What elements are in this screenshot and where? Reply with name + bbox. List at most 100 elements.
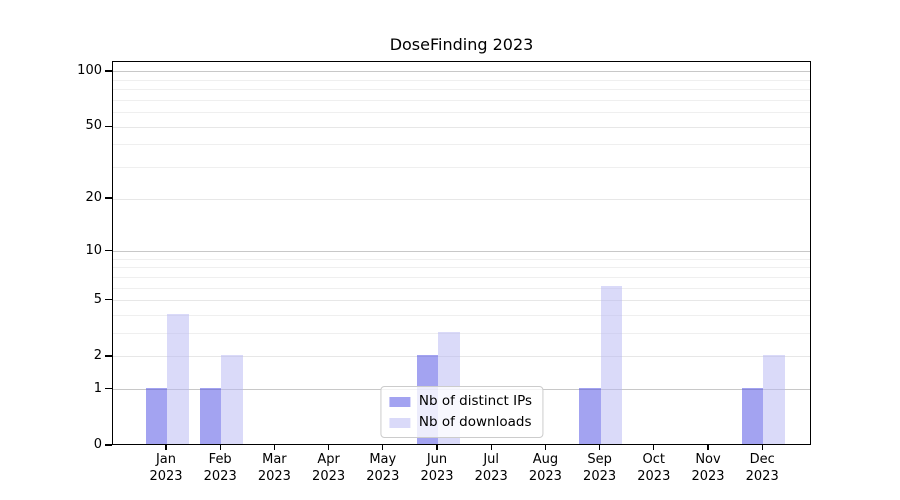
- y-tick-label-1: 1: [93, 380, 102, 396]
- x-tick-label-oct: Oct 2023: [624, 451, 684, 485]
- year-label: 2023: [203, 469, 237, 484]
- year-label: 2023: [257, 469, 291, 484]
- gridline-5: [113, 300, 810, 302]
- bar-ips-dec: [741, 387, 764, 444]
- y-tick-label-2: 2: [93, 347, 102, 363]
- gridline-20: [113, 198, 810, 200]
- x-tick-label-jul: Jul 2023: [461, 451, 521, 485]
- y-tick-mark-2: [105, 355, 112, 357]
- y-tick-mark-0: [105, 444, 112, 446]
- minor-gridline-7: [113, 276, 810, 278]
- x-tick-mark-feb: [219, 445, 221, 450]
- minor-gridline-4: [113, 315, 810, 316]
- year-label: 2023: [474, 469, 508, 484]
- y-tick-label-100: 100: [77, 62, 102, 78]
- x-tick-mark-jan: [165, 445, 167, 450]
- y-tick-label-20: 20: [85, 190, 102, 206]
- x-tick-label-feb: Feb 2023: [190, 451, 250, 485]
- legend-swatch-downloads: [388, 417, 410, 428]
- y-tick-label-5: 5: [93, 291, 102, 307]
- x-tick-mark-jun: [436, 445, 438, 450]
- minor-gridline-9: [113, 258, 810, 260]
- month-label: Nov: [695, 452, 721, 467]
- bar-downloads-sep: [600, 286, 623, 444]
- chart-title: DoseFinding 2023: [389, 35, 534, 54]
- bar-downloads-feb: [221, 354, 243, 444]
- x-tick-label-may: May 2023: [353, 451, 413, 485]
- x-tick-label-sep: Sep 2023: [570, 451, 630, 485]
- x-tick-label-mar: Mar 2023: [244, 451, 304, 485]
- minor-gridline-3: [113, 333, 810, 335]
- minor-gridline-40: [113, 144, 810, 146]
- year-label: 2023: [312, 469, 346, 484]
- bar-ips-jan: [145, 387, 167, 444]
- legend: Nb of distinct IPs Nb of downloads: [379, 386, 544, 438]
- year-label: 2023: [691, 469, 725, 484]
- year-label: 2023: [745, 469, 779, 484]
- year-label: 2023: [149, 469, 183, 484]
- x-tick-mark-apr: [327, 445, 330, 450]
- y-tick-mark-10: [105, 249, 112, 252]
- gridline-100: [113, 71, 810, 73]
- x-tick-mark-may: [382, 445, 384, 450]
- year-label: 2023: [420, 469, 454, 484]
- minor-gridline-90: [113, 79, 810, 81]
- month-label: Oct: [642, 452, 666, 467]
- month-label: Mar: [262, 452, 287, 467]
- month-label: Jan: [155, 452, 177, 467]
- x-tick-label-jun: Jun 2023: [407, 451, 467, 485]
- x-tick-mark-mar: [273, 445, 276, 450]
- y-tick-mark-5: [105, 299, 112, 301]
- x-tick-mark-aug: [544, 445, 547, 450]
- minor-gridline-80: [113, 89, 810, 91]
- year-label: 2023: [583, 469, 617, 484]
- y-tick-label-10: 10: [85, 242, 102, 258]
- minor-gridline-8: [113, 267, 810, 269]
- month-label: Sep: [587, 452, 612, 467]
- x-tick-label-apr: Apr 2023: [299, 451, 359, 485]
- gridline-2: [113, 356, 810, 358]
- x-tick-mark-oct: [653, 445, 655, 450]
- x-tick-mark-dec: [761, 445, 763, 450]
- bar-ips-feb: [199, 387, 222, 444]
- y-tick-mark-100: [105, 70, 112, 72]
- month-label: Jul: [483, 452, 500, 467]
- y-tick-mark-20: [105, 197, 112, 199]
- month-label: Dec: [749, 452, 775, 467]
- minor-gridline-70: [113, 99, 810, 101]
- year-label: 2023: [528, 469, 562, 484]
- bar-downloads-jan: [167, 313, 189, 444]
- x-tick-mark-sep: [598, 445, 601, 450]
- x-tick-label-jan: Jan 2023: [136, 451, 196, 485]
- bar-ips-sep: [579, 387, 601, 444]
- year-label: 2023: [637, 469, 671, 484]
- gridline-10: [113, 251, 810, 253]
- legend-item-downloads: Nb of downloads: [388, 414, 532, 431]
- legend-swatch-distinct-ips: [388, 396, 410, 407]
- month-label: Aug: [532, 452, 559, 467]
- y-tick-label-50: 50: [85, 118, 102, 134]
- plot-area: Nb of distinct IPs Nb of downloads: [112, 61, 811, 445]
- y-tick-mark-1: [105, 388, 112, 390]
- x-tick-mark-jul: [490, 445, 492, 450]
- month-label: May: [369, 452, 397, 467]
- month-label: Apr: [317, 452, 340, 467]
- x-tick-label-nov: Nov 2023: [678, 451, 738, 485]
- x-tick-label-aug: Aug 2023: [515, 451, 575, 485]
- x-tick-mark-nov: [707, 445, 709, 450]
- minor-gridline-60: [113, 112, 810, 114]
- y-tick-label-0: 0: [93, 437, 102, 452]
- x-tick-label-dec: Dec 2023: [732, 451, 792, 485]
- month-label: Feb: [208, 452, 232, 467]
- legend-item-distinct-ips: Nb of distinct IPs: [388, 393, 533, 410]
- y-tick-mark-50: [105, 125, 112, 127]
- minor-gridline-30: [113, 167, 810, 169]
- gridline-50: [113, 126, 810, 128]
- month-label: Jun: [426, 452, 448, 467]
- bar-downloads-dec: [763, 354, 785, 444]
- minor-gridline-6: [113, 287, 810, 289]
- legend-label-distinct-ips: Nb of distinct IPs: [418, 393, 533, 409]
- legend-label-downloads: Nb of downloads: [418, 414, 532, 430]
- year-label: 2023: [366, 469, 400, 484]
